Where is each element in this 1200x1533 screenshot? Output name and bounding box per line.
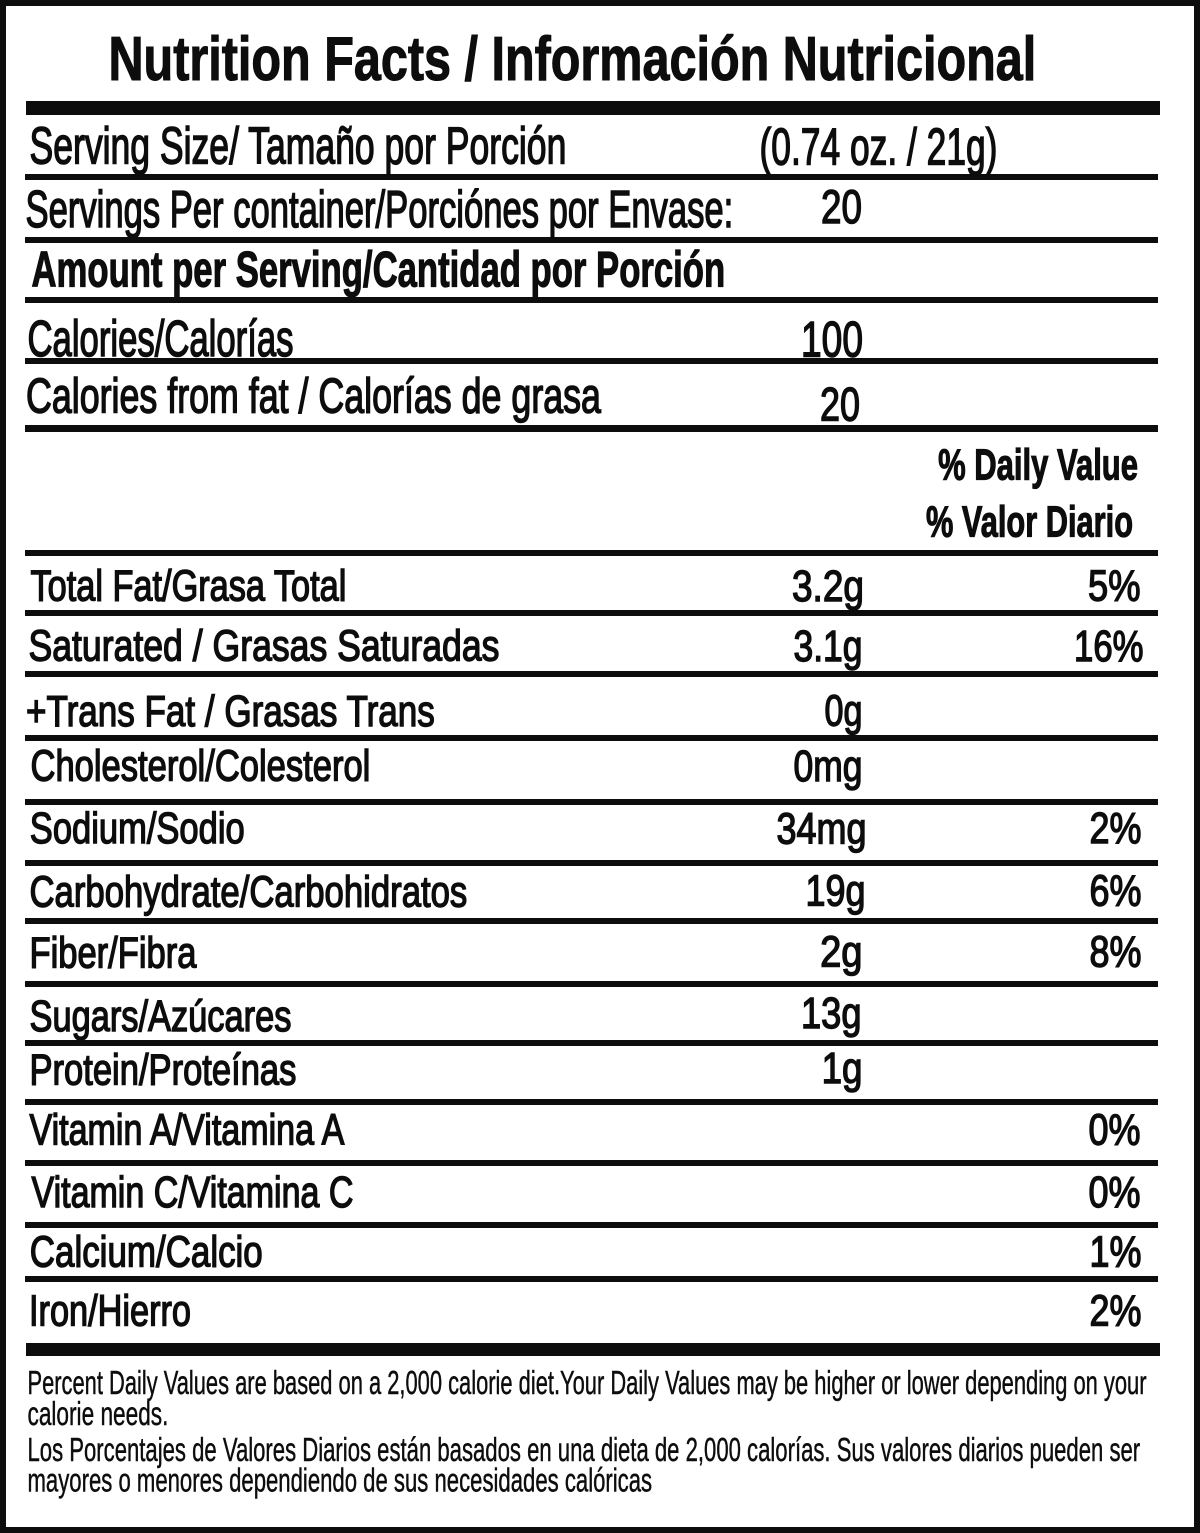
svg-text:Los Porcentajes de Valores Dia: Los Porcentajes de Valores Diarios están… (28, 1432, 1141, 1468)
svg-text:1g: 1g (822, 1043, 863, 1093)
svg-text:100: 100 (801, 312, 863, 368)
svg-text:5%: 5% (1088, 560, 1140, 610)
svg-text:mayores o menores dependiendo: mayores o menores dependiendo de sus nec… (28, 1462, 653, 1498)
svg-text:Calcium/Calcio: Calcium/Calcio (30, 1228, 263, 1277)
svg-text:0g: 0g (825, 686, 863, 735)
svg-text:20: 20 (821, 181, 862, 233)
svg-text:2%: 2% (1090, 1286, 1142, 1335)
svg-text:% Valor Diario: % Valor Diario (926, 498, 1133, 547)
svg-text:2%: 2% (1090, 804, 1142, 853)
svg-text:Calories/Calorías: Calories/Calorías (28, 312, 294, 368)
svg-text:Vitamin A/Vitamina A: Vitamin A/Vitamina A (30, 1105, 346, 1154)
svg-text:calorie needs.: calorie needs. (28, 1395, 169, 1432)
svg-text:16%: 16% (1074, 622, 1143, 671)
svg-text:3.1g: 3.1g (793, 622, 862, 670)
svg-text:0%: 0% (1089, 1168, 1141, 1217)
svg-text:Servings Per container/Porción: Servings Per container/Porciónes por Env… (26, 181, 734, 239)
svg-text:8%: 8% (1090, 927, 1142, 976)
svg-text:Saturated / Grasas Saturadas: Saturated / Grasas Saturadas (29, 622, 500, 670)
svg-text:% Daily Value: % Daily Value (938, 441, 1138, 490)
svg-text:Sodium/Sodio: Sodium/Sodio (30, 804, 245, 853)
svg-text:Amount per Serving/Cantidad po: Amount per Serving/Cantidad por Porción (32, 242, 726, 298)
svg-text:20: 20 (820, 378, 860, 431)
svg-text:1%: 1% (1090, 1227, 1142, 1276)
svg-text:Sugars/Azúcares: Sugars/Azúcares (30, 992, 292, 1041)
svg-text:19g: 19g (806, 866, 866, 915)
svg-text:0mg: 0mg (794, 742, 863, 790)
svg-text:Percent Daily Values are based: Percent Daily Values are based on a 2,00… (28, 1365, 1147, 1402)
svg-text:Cholesterol/Colesterol: Cholesterol/Colesterol (31, 742, 371, 791)
svg-text:Fiber/Fibra: Fiber/Fibra (30, 929, 197, 978)
svg-text:13g: 13g (801, 988, 862, 1038)
svg-text:3.2g: 3.2g (792, 561, 864, 611)
svg-text:+Trans Fat / Grasas Trans: +Trans Fat / Grasas Trans (26, 687, 435, 736)
svg-text:Iron/Hierro: Iron/Hierro (29, 1286, 191, 1335)
svg-text:Serving Size/ Tamaño por Porci: Serving Size/ Tamaño por Porción (30, 118, 567, 175)
svg-text:Protein/Proteínas: Protein/Proteínas (30, 1046, 297, 1095)
svg-text:6%: 6% (1090, 866, 1142, 915)
svg-text:Carbohydrate/Carbohidratos: Carbohydrate/Carbohidratos (30, 868, 468, 917)
svg-text:Vitamin C/Vitamina C: Vitamin C/Vitamina C (32, 1168, 354, 1217)
svg-text:Total Fat/Grasa Total: Total Fat/Grasa Total (31, 561, 347, 610)
svg-text:Calories from fat / Calorías d: Calories from fat / Calorías de grasa (26, 369, 601, 424)
svg-text:2g: 2g (820, 927, 862, 976)
svg-text:Nutrition Facts / Información: Nutrition Facts / Información Nutriciona… (109, 24, 1037, 93)
svg-text:0%: 0% (1089, 1105, 1141, 1154)
svg-text:(0.74 oz. / 21g): (0.74 oz. / 21g) (760, 119, 998, 176)
svg-text:34mg: 34mg (777, 804, 867, 853)
